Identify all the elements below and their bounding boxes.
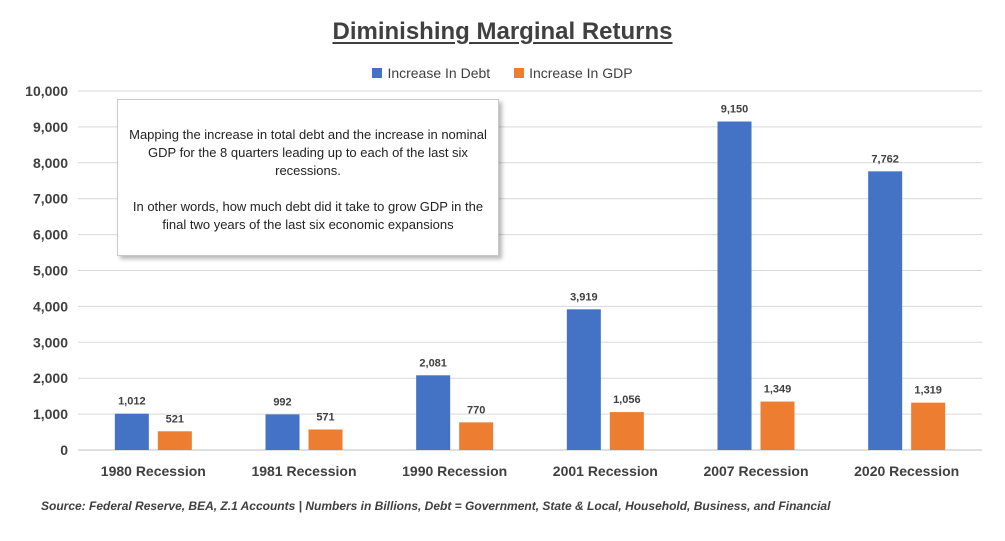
- bar-debt: [717, 121, 752, 450]
- data-label-gdp: 521: [166, 413, 184, 425]
- x-category-label: 2007 Recession: [703, 463, 808, 479]
- data-label-gdp: 770: [467, 404, 485, 416]
- bar-gdp: [459, 422, 494, 450]
- y-tick-label: 4,000: [33, 298, 68, 314]
- legend-label-gdp: Increase In GDP: [529, 65, 633, 81]
- data-label-gdp: 1,349: [764, 384, 792, 396]
- x-category-label: 1980 Recession: [101, 463, 206, 479]
- y-tick-label: 9,000: [33, 119, 68, 135]
- bar-debt: [566, 309, 601, 450]
- data-label-debt: 992: [273, 396, 291, 408]
- x-category-label: 1981 Recession: [251, 463, 356, 479]
- legend-swatch-gdp: [514, 68, 525, 78]
- y-tick-label: 6,000: [33, 227, 68, 243]
- bar-debt: [114, 413, 149, 450]
- bar-debt: [265, 414, 300, 450]
- y-tick-label: 10,000: [25, 83, 68, 99]
- bar-gdp: [760, 401, 795, 450]
- annotation-box: Mapping the increase in total debt and t…: [117, 99, 499, 256]
- source-note: Source: Federal Reserve, BEA, Z.1 Accoun…: [41, 499, 831, 513]
- y-tick-label: 0: [60, 442, 68, 458]
- chart-title: Diminishing Marginal Returns: [332, 18, 673, 45]
- legend: Increase In Debt Increase In GDP: [0, 65, 1005, 81]
- y-tick-label: 3,000: [33, 334, 68, 350]
- legend-item-debt: Increase In Debt: [372, 65, 490, 81]
- annotation-paragraph-2: In other words, how much debt did it tak…: [132, 199, 484, 232]
- data-label-debt: 2,081: [419, 357, 447, 369]
- legend-swatch-debt: [372, 68, 383, 78]
- bar-gdp: [609, 412, 644, 450]
- legend-item-gdp: Increase In GDP: [514, 65, 633, 81]
- data-label-debt: 3,919: [570, 291, 598, 303]
- data-label-debt: 1,012: [118, 396, 146, 408]
- annotation-paragraph-1: Mapping the increase in total debt and t…: [129, 127, 487, 178]
- y-tick-label: 1,000: [33, 406, 68, 422]
- bar-gdp: [911, 402, 946, 450]
- data-label-debt: 7,762: [871, 153, 899, 165]
- data-label-debt: 9,150: [721, 104, 749, 116]
- x-category-label: 1990 Recession: [402, 463, 507, 479]
- data-label-gdp: 1,319: [914, 385, 942, 397]
- x-category-label: 2020 Recession: [854, 463, 959, 479]
- y-tick-label: 2,000: [33, 370, 68, 386]
- bar-gdp: [157, 431, 192, 450]
- data-label-gdp: 1,056: [613, 394, 641, 406]
- bar-gdp: [308, 429, 343, 450]
- bar-debt: [416, 375, 451, 450]
- legend-label-debt: Increase In Debt: [387, 65, 491, 81]
- y-tick-label: 8,000: [33, 155, 68, 171]
- y-tick-label: 5,000: [33, 263, 68, 279]
- data-label-gdp: 571: [316, 412, 334, 424]
- y-tick-label: 7,000: [33, 191, 68, 207]
- x-category-label: 2001 Recession: [553, 463, 658, 479]
- bar-debt: [868, 171, 903, 451]
